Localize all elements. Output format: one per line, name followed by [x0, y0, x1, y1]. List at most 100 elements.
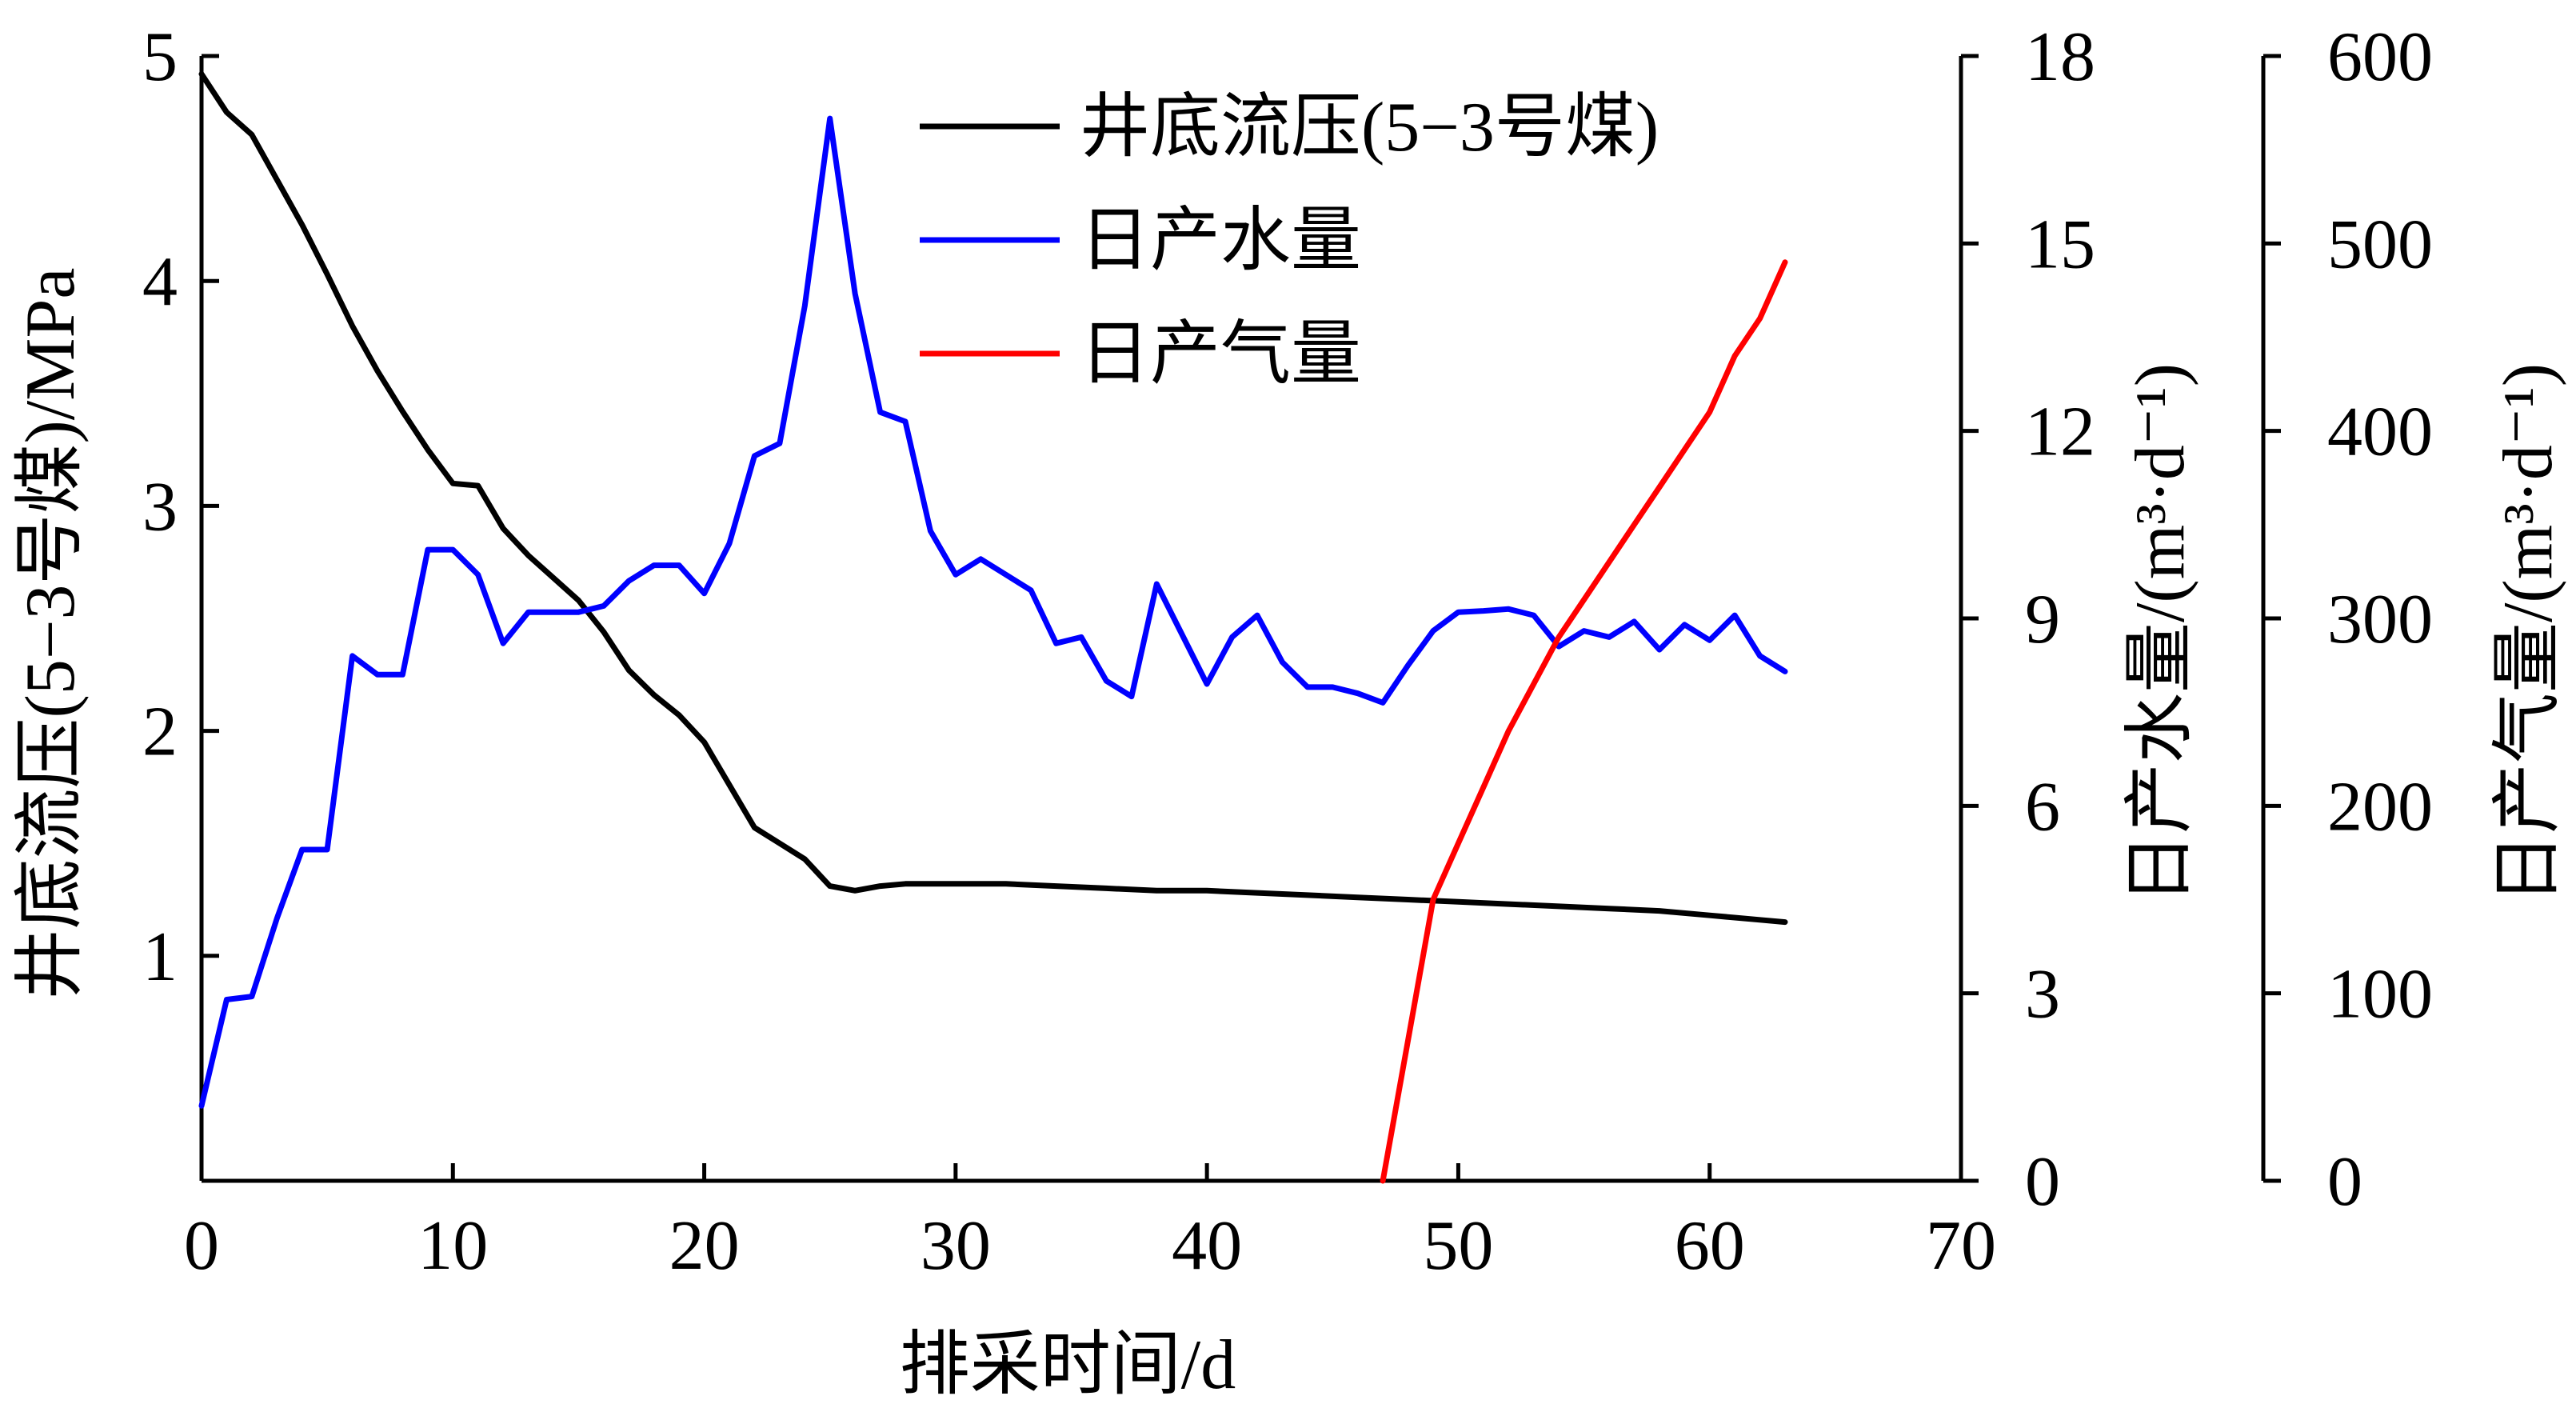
x-tick-label-70: 70 [1926, 1207, 1996, 1285]
data-point-water-35 [1080, 636, 1082, 638]
data-point-pressure-1 [226, 111, 227, 113]
data-point-water-8 [401, 674, 403, 675]
data-point-water-28 [905, 421, 906, 422]
x-tick-label-40: 40 [1172, 1207, 1242, 1285]
series-line-gas [1380, 259, 1788, 1184]
data-point-water-20 [704, 593, 705, 594]
data-point-water-36 [1105, 680, 1107, 682]
data-point-water-26 [854, 293, 856, 294]
data-point-water-54 [1558, 646, 1560, 647]
data-point-water-51 [1483, 610, 1484, 612]
x-tick-label-10: 10 [417, 1207, 488, 1285]
data-point-water-32 [1005, 574, 1007, 575]
data-point-water-1 [226, 999, 227, 1000]
data-point-water-37 [1131, 696, 1132, 698]
data-point-pressure-2 [251, 134, 253, 135]
gas-tick-label-600: 600 [2327, 18, 2433, 96]
series-line-pressure [198, 71, 1788, 926]
legend-label-water: 日产水量 [1080, 202, 1361, 280]
data-point-pressure-38 [1156, 890, 1157, 891]
data-point-water-21 [729, 542, 730, 544]
data-point-gas-52 [1508, 730, 1509, 732]
data-point-gas-54 [1558, 636, 1560, 638]
gas-axis-ticks: 0 100 200 300 400 500 600 [2263, 18, 2433, 1221]
water-tick-label-18: 18 [2025, 18, 2095, 96]
data-point-water-60 [1709, 639, 1711, 641]
data-point-pressure-26 [854, 890, 856, 891]
water-tick-label-0: 0 [2025, 1143, 2060, 1221]
data-point-pressure-56 [1608, 908, 1610, 910]
data-point-water-42 [1256, 614, 1258, 616]
data-point-water-53 [1533, 614, 1535, 616]
data-point-pressure-18 [653, 694, 655, 696]
pressure-tick-label-3: 3 [142, 468, 178, 546]
data-point-pressure-13 [528, 554, 529, 556]
data-point-pressure-46 [1357, 897, 1359, 898]
data-point-pressure-22 [753, 827, 755, 828]
series-points-pressure [201, 74, 1786, 923]
data-point-water-27 [880, 411, 881, 413]
data-point-water-47 [1382, 702, 1384, 703]
data-point-water-18 [653, 565, 655, 566]
data-point-pressure-36 [1105, 887, 1107, 889]
gas-tick-label-100: 100 [2327, 956, 2433, 1034]
series-line-water [198, 115, 1788, 1109]
pressure-tick-label-4: 4 [142, 243, 178, 321]
data-point-water-23 [779, 442, 781, 444]
x-tick-label-0: 0 [184, 1207, 219, 1285]
water-axis-title: 日产水量/(m³·d⁻¹) [2122, 363, 2199, 904]
gas-tick-label-300: 300 [2327, 581, 2433, 658]
water-axis-ticks: 0 3 6 9 12 15 18 [1961, 18, 2095, 1221]
data-point-water-19 [678, 565, 680, 566]
data-point-pressure-44 [1307, 894, 1308, 896]
data-point-gas-51 [1483, 786, 1484, 788]
data-point-water-40 [1206, 683, 1208, 685]
data-point-pressure-15 [577, 600, 579, 601]
data-point-pressure-62 [1759, 919, 1761, 921]
data-point-water-62 [1759, 655, 1761, 657]
water-tick-label-3: 3 [2025, 956, 2060, 1034]
data-point-water-56 [1608, 636, 1610, 638]
data-point-water-46 [1357, 693, 1359, 694]
data-point-pressure-23 [779, 842, 781, 844]
data-point-gas-47 [1382, 1180, 1384, 1182]
data-point-water-22 [753, 455, 755, 457]
data-point-pressure-60 [1709, 914, 1711, 916]
data-point-pressure-28 [905, 883, 906, 885]
data-point-water-38 [1156, 583, 1157, 585]
data-point-pressure-3 [276, 179, 278, 181]
data-point-gas-60 [1709, 411, 1711, 413]
pressure-tick-label-5: 5 [142, 18, 178, 96]
gas-tick-label-400: 400 [2327, 394, 2433, 471]
x-axis-ticks: 0 10 20 30 40 50 60 70 [184, 1163, 1996, 1285]
data-point-water-52 [1508, 608, 1509, 610]
data-point-water-12 [502, 642, 504, 644]
data-point-pressure-12 [502, 528, 504, 529]
data-point-gas-53 [1533, 683, 1535, 685]
data-point-gas-50 [1457, 842, 1459, 844]
data-point-pressure-52 [1508, 903, 1509, 905]
data-point-pressure-19 [678, 714, 680, 716]
water-tick-label-12: 12 [2025, 394, 2095, 471]
data-point-water-49 [1432, 630, 1434, 632]
water-tick-label-15: 15 [2025, 206, 2095, 283]
data-point-water-11 [477, 574, 479, 575]
legend-label-pressure: 井底流压(5−3号煤) [1080, 89, 1659, 166]
x-tick-label-60: 60 [1675, 1207, 1745, 1285]
data-point-gas-57 [1633, 524, 1635, 526]
data-point-water-13 [528, 611, 529, 613]
data-point-pressure-21 [729, 784, 730, 786]
x-tick-label-30: 30 [921, 1207, 991, 1285]
data-point-water-31 [980, 558, 981, 560]
data-point-water-29 [929, 530, 931, 532]
x-tick-label-20: 20 [669, 1207, 740, 1285]
data-point-water-63 [1784, 670, 1786, 672]
data-point-water-30 [955, 574, 957, 575]
data-point-water-15 [577, 611, 579, 613]
data-point-pressure-40 [1206, 890, 1208, 891]
pressure-tick-label-1: 1 [142, 918, 178, 996]
data-point-water-14 [553, 611, 554, 613]
legend: 井底流压(5−3号煤) 日产水量 日产气量 [920, 89, 1659, 394]
water-tick-label-6: 6 [2025, 768, 2060, 846]
